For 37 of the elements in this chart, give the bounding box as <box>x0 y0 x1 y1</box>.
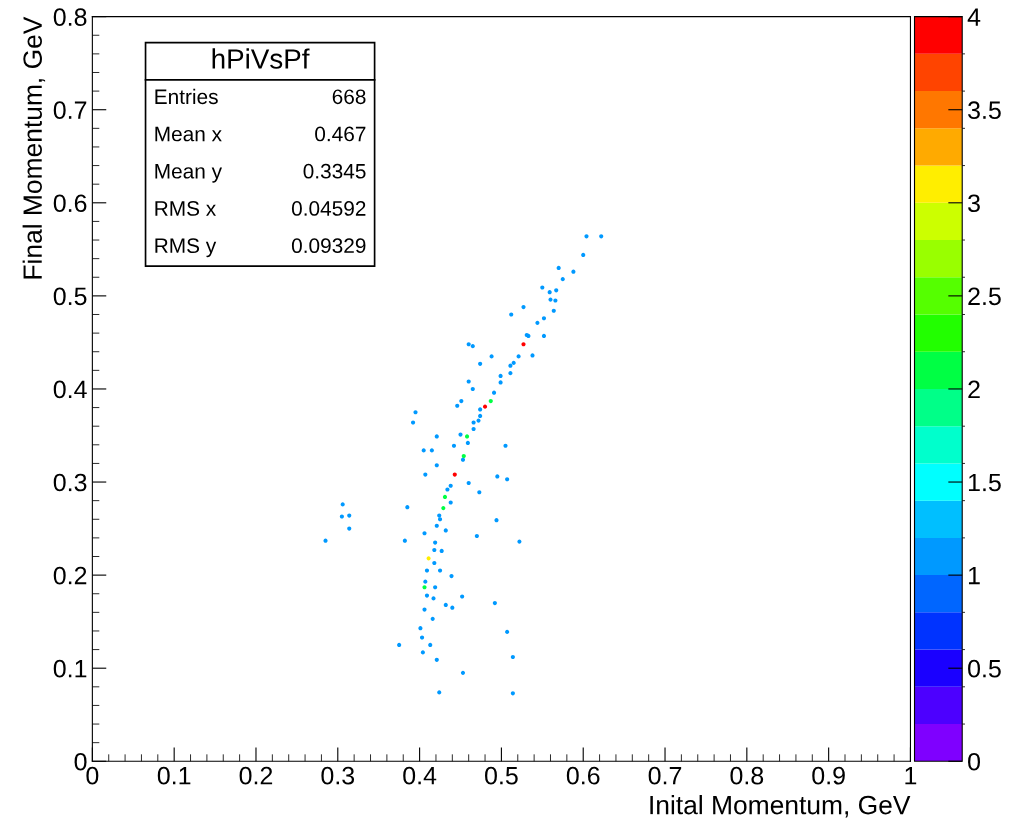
color-bar-label: 0 <box>968 752 981 771</box>
y-tick-label: 0.1 <box>53 659 87 678</box>
y-axis-title: Final Momentum, GeV <box>22 16 46 279</box>
text: Mean x 0.467 <box>155 126 366 142</box>
text: Mean y 0.3345 <box>155 163 366 183</box>
x-tick-label: 0.6 <box>566 766 600 785</box>
x-tick-label: 0.7 <box>648 766 682 785</box>
x-tick-label: 0.4 <box>403 766 437 785</box>
y-tick-label: 0.6 <box>53 194 87 213</box>
y-tick-label: 0 <box>74 752 87 771</box>
color-bar-label: 1 <box>968 566 980 585</box>
x-tick-label: 0.2 <box>239 766 273 785</box>
color-bar-label: 2 <box>968 380 980 399</box>
x-tick-label: 0.8 <box>730 766 764 785</box>
y-tick-label: 0.3 <box>53 473 87 492</box>
y-tick-label: 0.5 <box>53 287 87 306</box>
color-bar-label: 3 <box>968 194 980 213</box>
x-tick-label: 0.1 <box>157 766 191 785</box>
color-bar-label: 1.5 <box>968 473 1001 492</box>
x-tick-label: 0.3 <box>321 766 355 785</box>
text: RMS x 0.04592 <box>155 201 366 216</box>
text: hPiVsPf <box>212 48 310 69</box>
x-axis-title: Inital Momentum, GeV <box>650 795 911 818</box>
color-bar-label: 2.5 <box>968 287 1001 306</box>
y-tick-label: 0.4 <box>53 380 87 399</box>
x-tick-label: 0.5 <box>485 766 518 785</box>
color-bar-label: 3.5 <box>968 101 1001 120</box>
color-bar-label: 4 <box>967 8 981 26</box>
x-tick-label: 1 <box>905 767 917 785</box>
y-tick-label: 0.8 <box>53 8 87 26</box>
x-tick-label: 0 <box>86 766 99 785</box>
text: RMS y 0.09329 <box>155 238 366 258</box>
y-tick-label: 0.2 <box>53 566 87 585</box>
color-bar-label: 0.5 <box>968 659 1001 678</box>
text: Entries 668 <box>155 88 366 105</box>
y-tick-label: 0.7 <box>53 101 87 120</box>
x-tick-label: 0.9 <box>812 766 845 785</box>
